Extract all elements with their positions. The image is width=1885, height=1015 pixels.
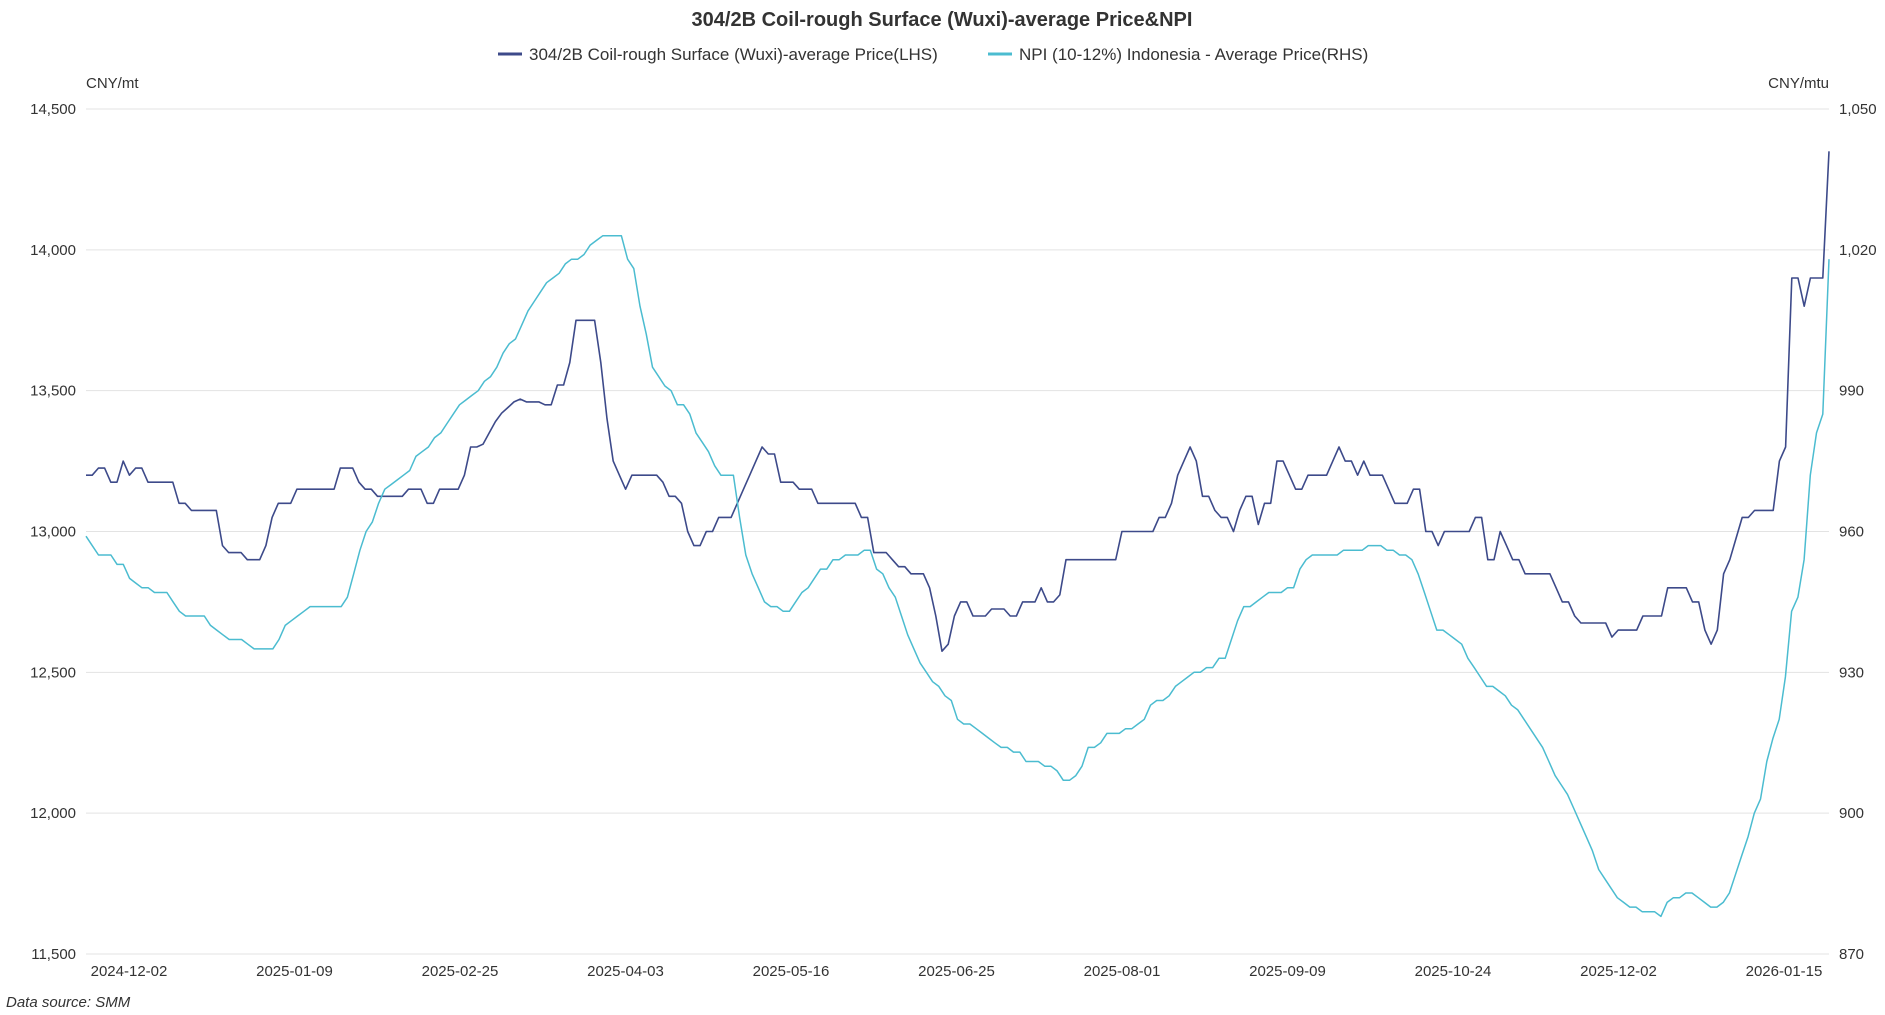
x-tick-label: 2025-09-09 (1249, 963, 1326, 980)
right-tick-label: 1,020 (1839, 242, 1877, 259)
left-tick-label: 12,500 (30, 664, 76, 681)
x-tick-label: 2025-10-24 (1415, 963, 1492, 980)
legend-item-lhs[interactable]: 304/2B Coil-rough Surface (Wuxi)-average… (498, 45, 938, 64)
x-tick-label: 2025-01-09 (256, 963, 333, 980)
series-line-coil-price (86, 151, 1830, 653)
left-tick-label: 14,500 (30, 101, 76, 118)
left-tick-label: 13,500 (30, 383, 76, 400)
right-tick-label: 870 (1839, 946, 1864, 963)
left-tick-label: 14,000 (30, 242, 76, 259)
left-axis-unit: CNY/mt (86, 75, 139, 92)
right-tick-label: 930 (1839, 664, 1864, 681)
x-tick-label: 2024-12-02 (91, 963, 168, 980)
left-tick-label: 13,000 (30, 524, 76, 541)
x-tick-label: 2025-06-25 (918, 963, 995, 980)
series-line-npi-price (85, 235, 1830, 918)
left-axis-ticks: 11,500 12,000 12,500 13,000 13,500 14,000 14,5… (30, 101, 76, 963)
x-tick-label: 2025-05-16 (753, 963, 830, 980)
grid-lines (86, 108, 1829, 955)
x-tick-label: 2025-02-25 (422, 963, 499, 980)
left-tick-label: 12,000 (30, 805, 76, 822)
right-axis-ticks: 870 900 930 960 990 1,020 1,050 (1839, 101, 1877, 963)
x-tick-label: 2025-08-01 (1084, 963, 1161, 980)
legend: 304/2B Coil-rough Surface (Wuxi)-average… (498, 45, 1368, 64)
right-tick-label: 900 (1839, 805, 1864, 822)
data-source-note: Data source: SMM (6, 994, 131, 1011)
x-axis-ticks: 2024-12-02 2025-01-09 2025-02-25 2025-04-03… (91, 963, 1823, 980)
right-tick-label: 1,050 (1839, 101, 1877, 118)
legend-item-rhs[interactable]: NPI (10-12%) Indonesia - Average Price(R… (988, 45, 1368, 64)
legend-label-rhs: NPI (10-12%) Indonesia - Average Price(R… (1019, 45, 1368, 64)
right-tick-label: 960 (1839, 524, 1864, 541)
x-tick-label: 2025-12-02 (1580, 963, 1657, 980)
right-tick-label: 990 (1839, 383, 1864, 400)
left-tick-label: 11,500 (31, 946, 76, 963)
series-lines (85, 151, 1830, 918)
right-axis-unit: CNY/mtu (1768, 75, 1829, 92)
chart-title: 304/2B Coil-rough Surface (Wuxi)-average… (692, 9, 1193, 31)
x-tick-label: 2025-04-03 (587, 963, 664, 980)
legend-label-lhs: 304/2B Coil-rough Surface (Wuxi)-average… (529, 45, 938, 64)
x-tick-label: 2026-01-15 (1746, 963, 1823, 980)
